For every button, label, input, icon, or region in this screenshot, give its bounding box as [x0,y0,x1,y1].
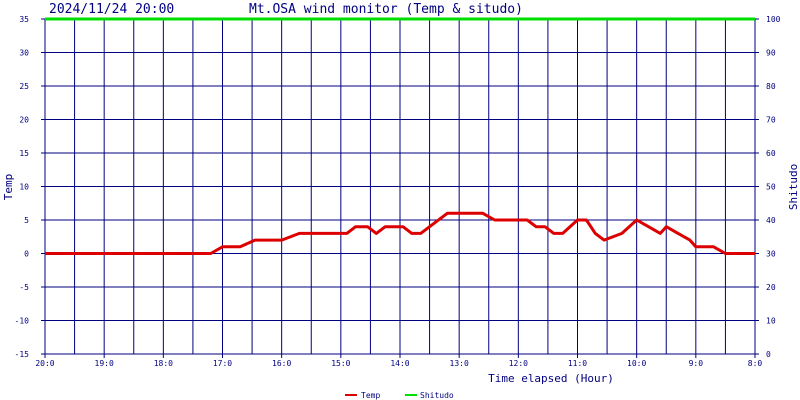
y-right-tick-label: 10 [766,317,776,326]
y-left-tick-label: 35 [19,15,29,24]
y-right-tick-label: 20 [766,283,776,292]
y-right-tick-label: 60 [766,149,776,158]
y-right-tick-label: 50 [766,183,776,192]
y-right-tick-label: 80 [766,82,776,91]
y-left-tick-labels: 35 30 25 20 15 10 5 0 -5 -10 -15 [15,15,45,359]
y-left-tick-label: -10 [15,317,30,326]
y-left-tick-label: 0 [24,250,29,259]
y-right-tick-label: 0 [766,350,771,359]
legend: Temp Shitudo [345,391,454,400]
x-tick-label: 13:0 [450,359,469,368]
legend-shitudo-label: Shitudo [420,391,454,400]
chart-title: Mt.OSA wind monitor (Temp & situdo) [249,2,523,17]
x-tick-labels: 20:0 19:0 18:0 17:0 16:0 15:0 14:0 13:0 12:0 11:0… [35,354,762,368]
x-tick-label: 11:0 [568,359,587,368]
y-right-tick-label: 100 [766,15,781,24]
y-left-axis-title: Temp [2,174,15,201]
series-line-temp [45,211,755,255]
grid [44,18,756,355]
y-right-tick-label: 90 [766,49,776,58]
x-tick-label: 10:0 [627,359,646,368]
y-left-tick-label: -5 [19,283,29,292]
x-tick-label: 12:0 [509,359,528,368]
series-group [45,17,755,255]
y-left-tick-label: 25 [19,82,29,91]
x-tick-label: 19:0 [95,359,114,368]
y-right-axis-title: Shitudo [787,164,800,210]
x-tick-label: 16:0 [272,359,291,368]
y-right-tick-label: 40 [766,216,776,225]
y-left-tick-label: 10 [19,183,29,192]
x-tick-label: 14:0 [390,359,409,368]
x-tick-label: 17:0 [213,359,232,368]
x-tick-label: 9:0 [689,359,704,368]
x-tick-label: 20:0 [35,359,54,368]
y-left-tick-label: 20 [19,116,29,125]
y-right-tick-label: 70 [766,116,776,125]
x-axis-title: Time elapsed (Hour) [488,372,614,385]
y-left-tick-label: -15 [15,350,30,359]
timestamp-text: 2024/11/24 20:00 [49,2,174,17]
y-left-tick-label: 15 [19,149,29,158]
y-left-tick-label: 5 [24,216,29,225]
x-tick-label: 8:0 [748,359,763,368]
x-tick-label: 15:0 [331,359,350,368]
y-right-tick-label: 30 [766,250,776,259]
x-tick-label: 18:0 [154,359,173,368]
y-left-tick-label: 30 [19,49,29,58]
legend-temp-label: Temp [361,391,380,400]
